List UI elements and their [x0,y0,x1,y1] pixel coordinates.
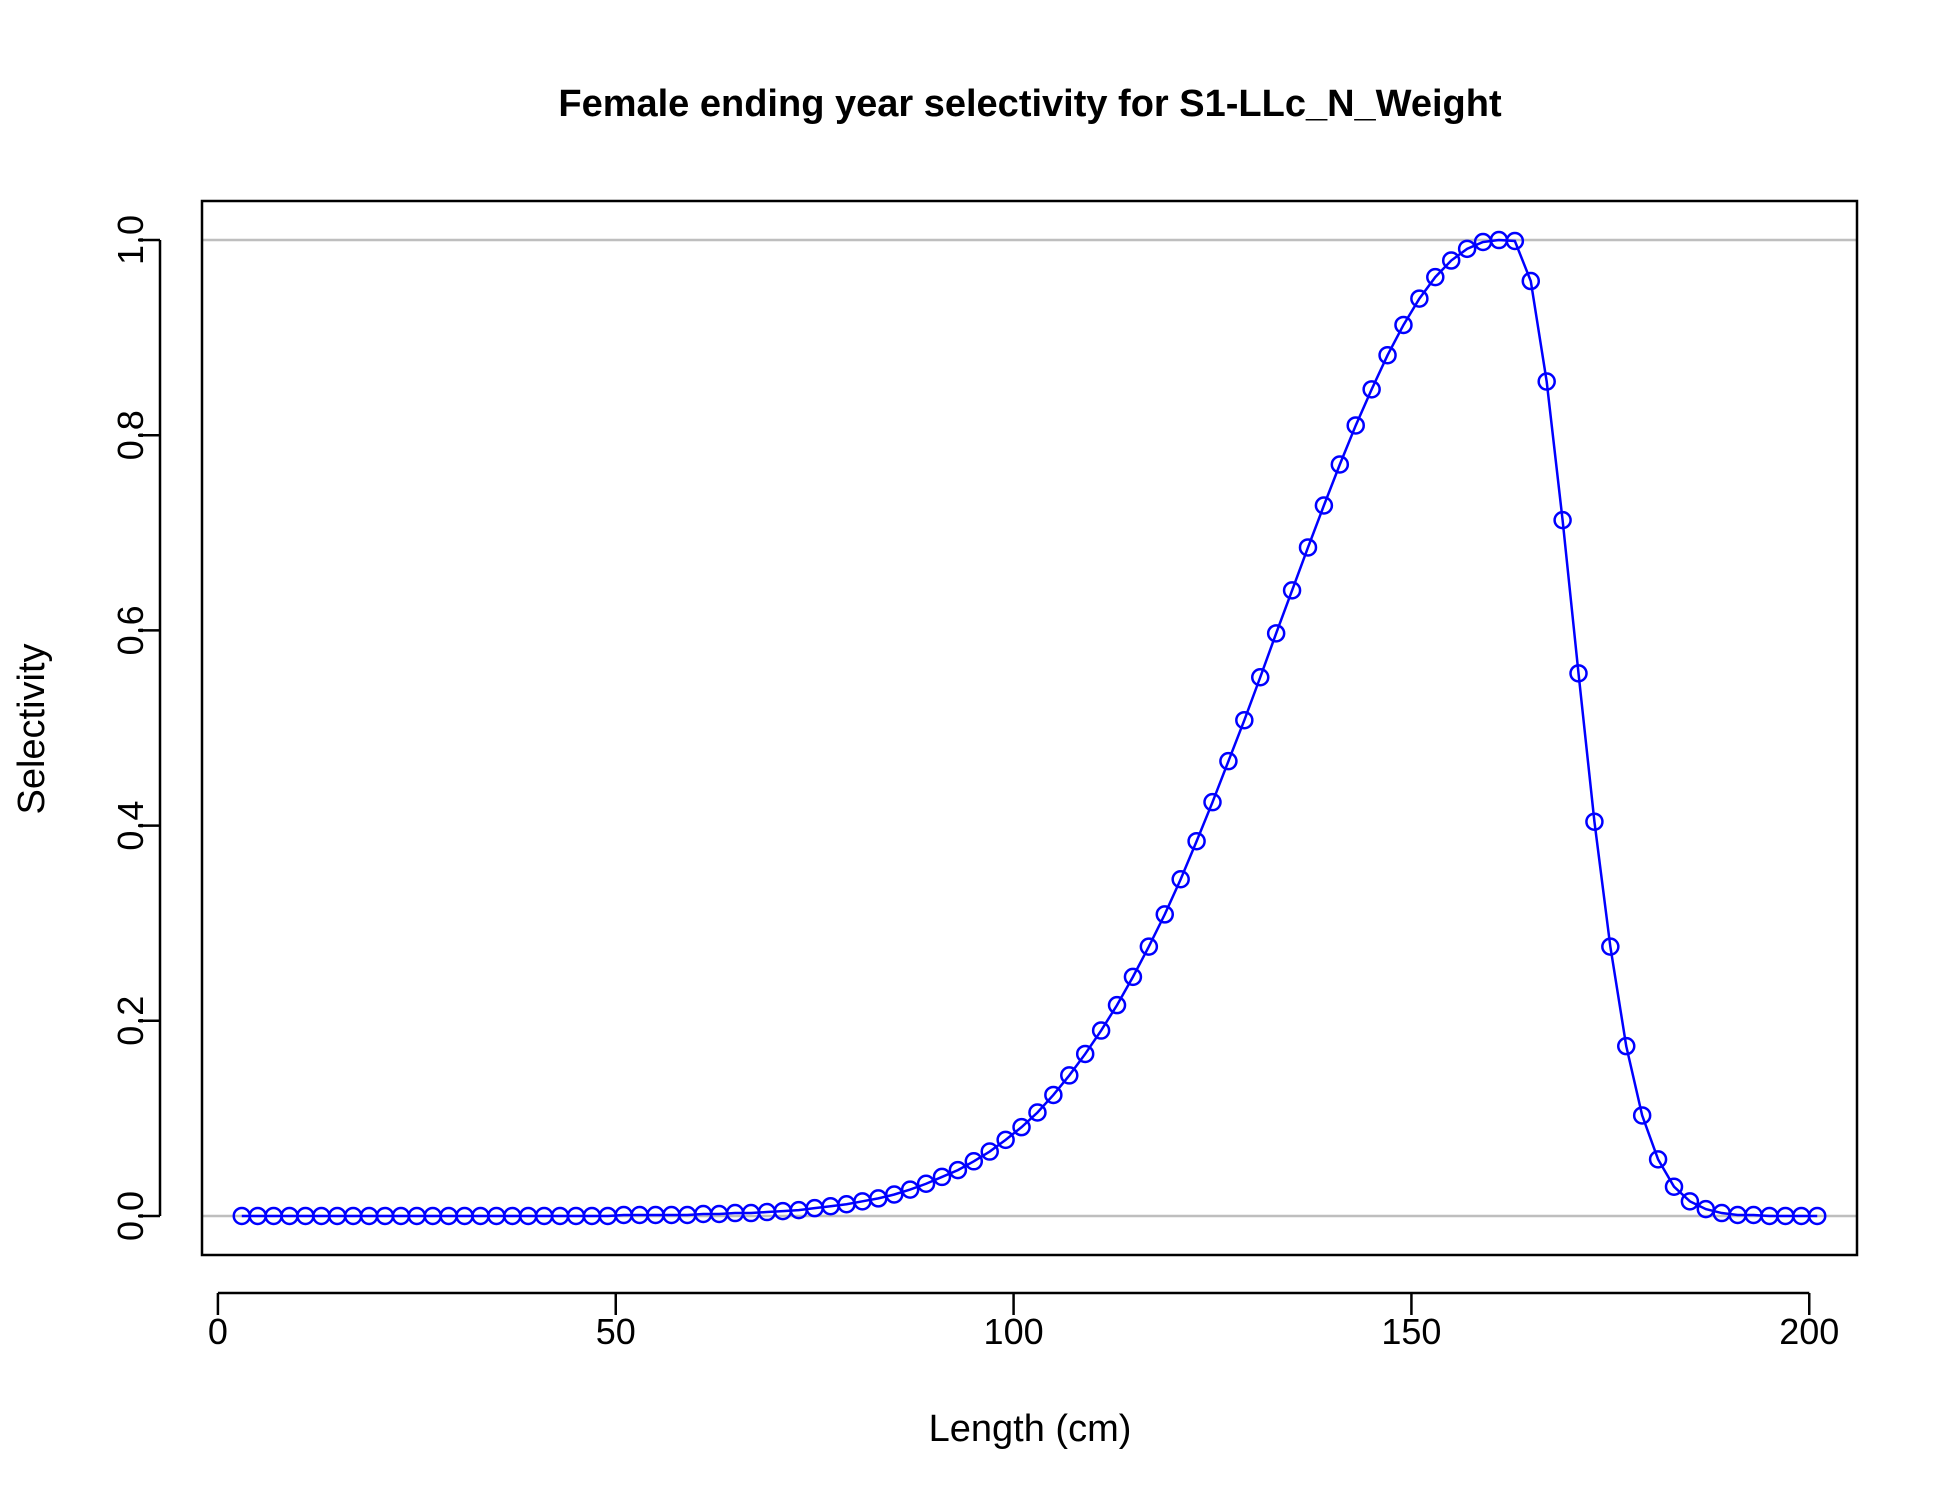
data-point [1298,538,1318,557]
y-tick-label: 0.6 [110,605,151,655]
data-point [1648,1150,1668,1169]
reference-lines [202,238,1857,1218]
data-point [1426,267,1445,287]
x-tick-label: 100 [984,1311,1044,1352]
data-point [1266,624,1286,643]
data-point [1060,1066,1079,1085]
x-tick-label: 50 [596,1311,636,1352]
data-point [1044,1085,1063,1105]
data-point [932,1167,952,1187]
plot-frame [200,199,1859,1257]
x-axis: 0 50 100 150 200 [208,1291,1839,1352]
data-point [1441,251,1461,270]
data-point [1251,668,1270,687]
series-line-0 [241,238,1818,1218]
data-point [1505,231,1525,251]
data-point [1219,751,1238,771]
chart-title: Female ending year selectivity for S1-LL… [558,83,1502,125]
data-point [1028,1103,1047,1122]
y-tick-label: 0.8 [110,410,151,460]
data-point [1632,1106,1652,1125]
x-axis-label: Length (cm) [929,1408,1132,1450]
data-point [1664,1177,1684,1196]
data-point [1585,812,1604,831]
data-point [1123,967,1143,987]
data-point [1330,455,1350,474]
data-point [1617,1036,1636,1056]
data-point [1457,239,1477,259]
data-point [884,1185,904,1204]
data-point [1521,271,1541,291]
data-point [900,1180,920,1199]
data-point [916,1174,936,1194]
data-point [964,1152,984,1171]
data-point [1537,372,1556,391]
data-point [1171,870,1190,889]
data-point [948,1160,968,1180]
data-point [1346,416,1365,435]
data-point [1569,664,1588,683]
data-point [1139,937,1159,956]
series-layer [232,230,1827,1226]
x-tick-label: 200 [1779,1311,1839,1352]
y-axis-label: Selectivity [11,643,53,814]
data-point [1012,1117,1031,1137]
data-point [1091,1021,1111,1040]
y-tick-label: 0.4 [110,801,151,851]
data-point [1553,510,1572,530]
data-point [1203,792,1222,812]
data-point [1807,1206,1827,1226]
data-point [1601,937,1620,956]
data-point [1362,380,1381,399]
data-point [1394,315,1413,335]
data-point [1378,345,1397,365]
data-point [1075,1044,1095,1064]
y-tick-label: 1.0 [110,215,151,265]
x-tick-label: 150 [1381,1311,1441,1352]
x-tick-label: 0 [208,1311,228,1352]
data-point [1187,831,1206,851]
y-axis: 0.0 0.2 0.4 0.6 0.8 1.0 [110,215,162,1241]
y-tick-label: 0.2 [110,996,151,1046]
data-point [1155,905,1175,924]
y-tick-label: 0.0 [110,1191,151,1241]
data-point [1410,289,1429,308]
data-point [996,1130,1015,1150]
data-point [1314,496,1334,515]
data-point [1235,710,1254,730]
data-point [980,1142,999,1161]
data-point [1107,995,1127,1015]
data-point [1282,581,1302,600]
data-point [1680,1192,1700,1211]
